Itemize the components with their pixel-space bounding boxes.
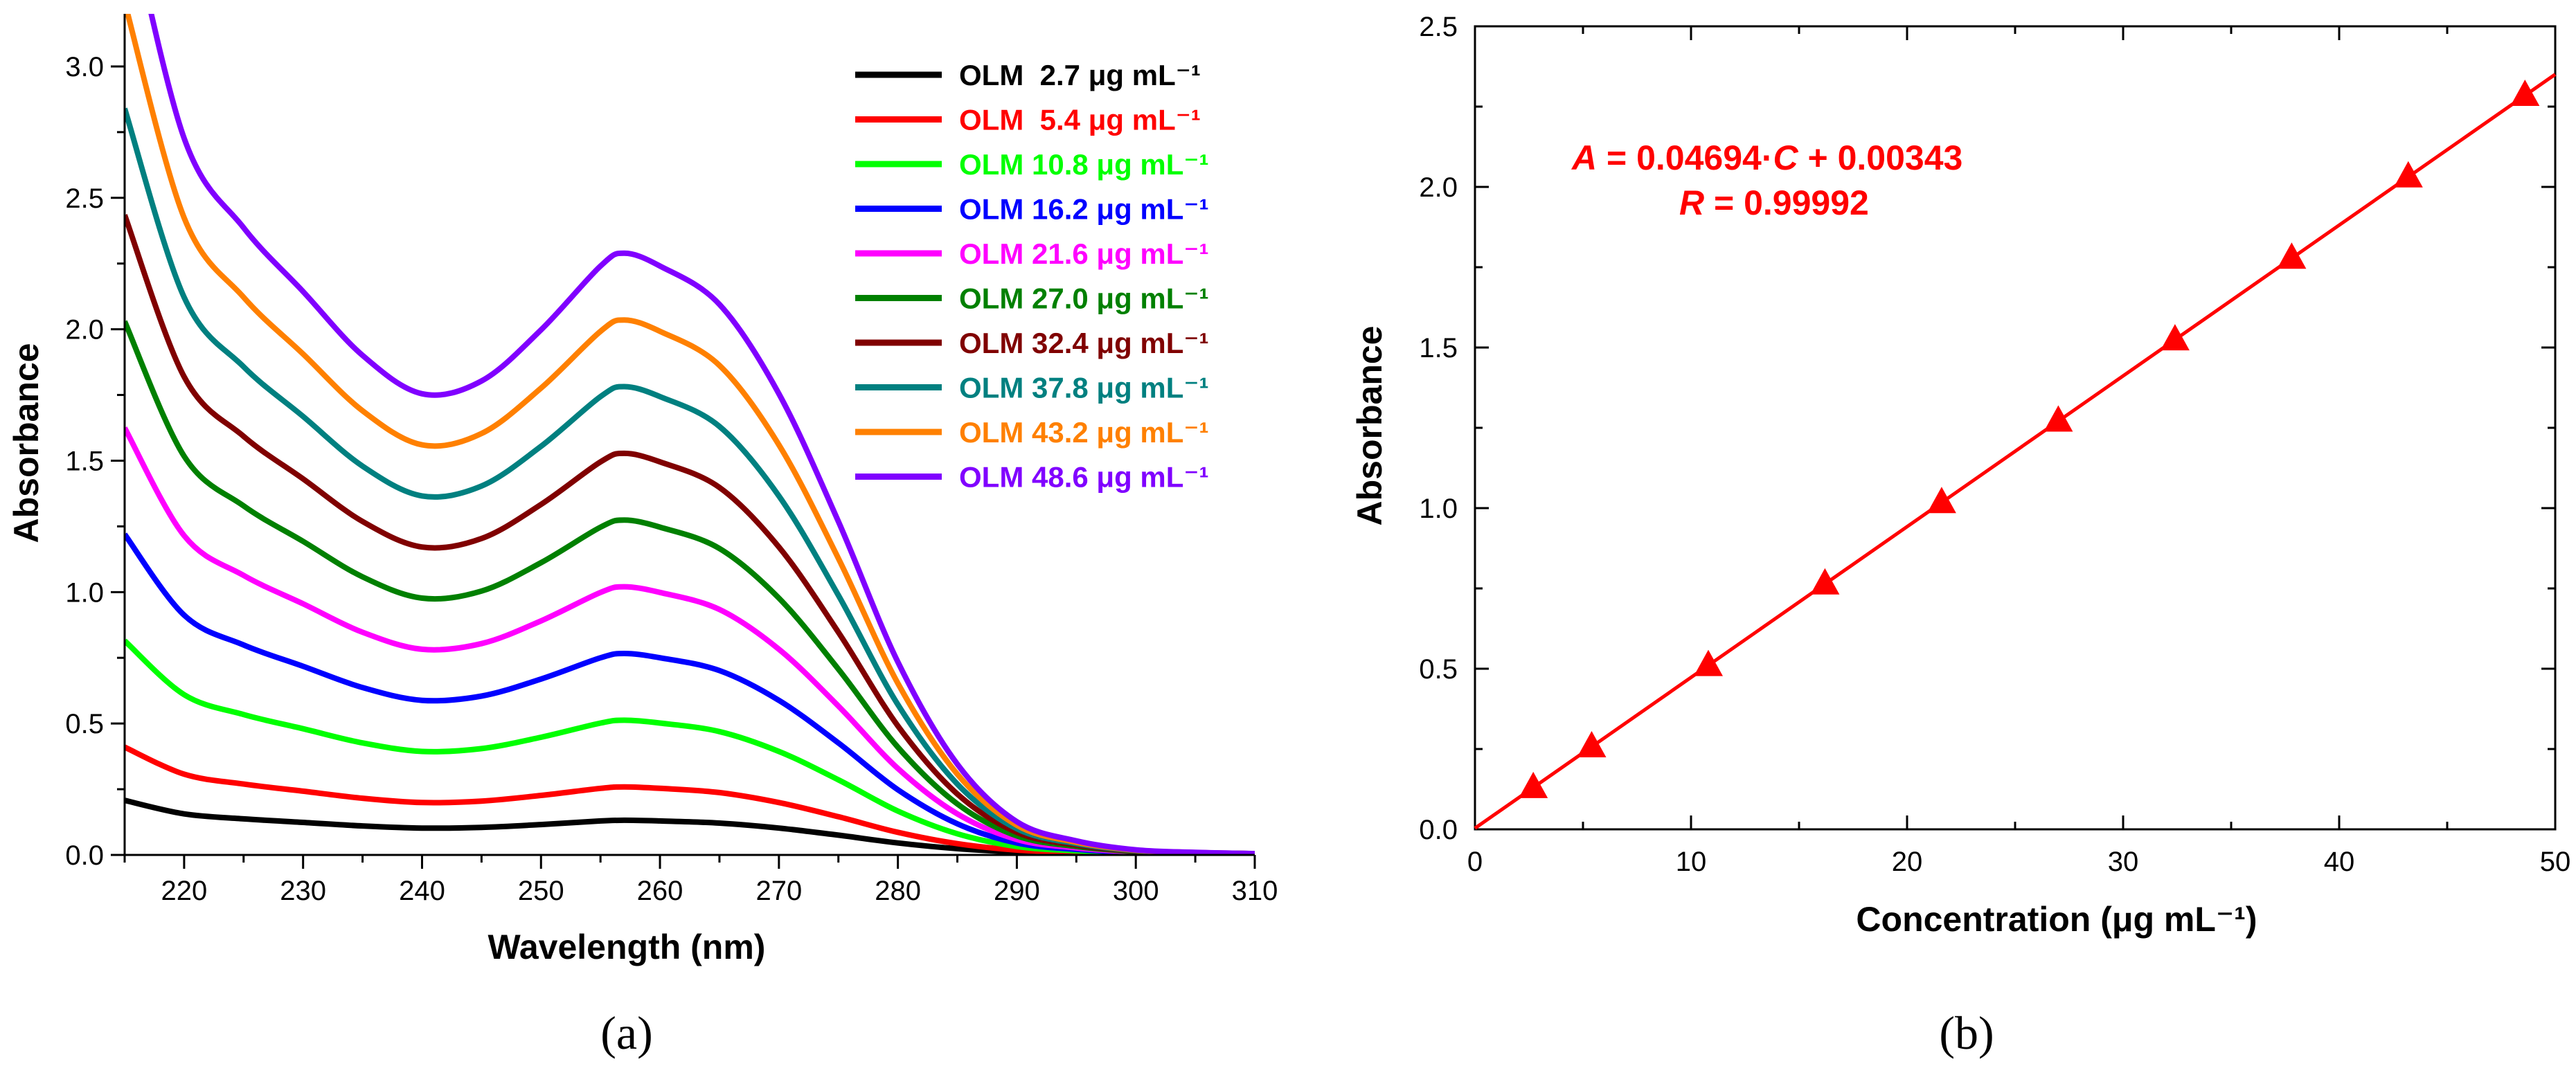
y-tick-label-0.5: 0.5	[65, 709, 104, 739]
b-x-tick-label-20: 20	[1892, 847, 1923, 877]
calibration-points	[1519, 80, 2540, 798]
panel-a-spectra-chart: 220 230 240 250 260 270 280 290 300 310 0.0 0.5 1.0 1…	[7, 14, 1278, 1059]
x-tick-label-300: 300	[1113, 876, 1159, 906]
r-value: = 0.99992	[1704, 183, 1869, 222]
calibration-fit-line	[1474, 73, 2557, 830]
data-point-5.4	[1577, 731, 1607, 757]
data-point-16.2	[1810, 568, 1840, 595]
data-point-10.8	[1694, 649, 1723, 676]
b-y-tick-label-1.0: 1.0	[1419, 494, 1458, 524]
data-point-48.6	[2510, 80, 2540, 106]
b-x-tick-label-30: 30	[2108, 847, 2139, 877]
legend-label-10.8: OLM 10.8 μg mL⁻¹	[959, 148, 1209, 181]
data-point-32.4	[2160, 324, 2190, 351]
spectra-lines	[125, 14, 1255, 855]
eq-c-symbol: C	[1773, 138, 1798, 177]
x-tick-label-230: 230	[280, 876, 326, 906]
correlation-coefficient: R = 0.99992	[1679, 183, 1869, 222]
legend-label-2.7: OLM 2.7 μg mL⁻¹	[959, 59, 1201, 91]
r-symbol: R	[1679, 183, 1704, 222]
y-tick-label-2.5: 2.5	[65, 183, 104, 214]
spectrum-line-48.6	[148, 14, 1255, 855]
regression-equation: A = 0.04694·C + 0.00343	[1571, 138, 1962, 177]
legend-label-43.2: OLM 43.2 μg mL⁻¹	[959, 416, 1209, 449]
y-tick-label-1.5: 1.5	[65, 446, 104, 476]
legend-label-48.6: OLM 48.6 μg mL⁻¹	[959, 461, 1209, 494]
legend-label-32.4: OLM 32.4 μg mL⁻¹	[959, 327, 1209, 359]
x-tick-label-240: 240	[399, 876, 445, 906]
panel-a-legend: OLM 2.7 μg mL⁻¹ OLM 5.4 μg mL⁻¹ OLM 10.8 μ…	[855, 59, 1209, 494]
x-tick-label-310: 310	[1232, 876, 1278, 906]
panel-b-calibration-chart: 0 10 20 30 40 50 0.0 0.5 1.0 1.5 2.0 2.5 A = 0.0469…	[1350, 12, 2570, 1059]
panel-a-x-axis-title: Wavelength (nm)	[488, 928, 766, 966]
b-y-tick-label-0.0: 0.0	[1419, 815, 1458, 845]
b-y-tick-label-2.5: 2.5	[1419, 12, 1458, 42]
x-tick-label-260: 260	[637, 876, 683, 906]
x-tick-label-290: 290	[994, 876, 1040, 906]
panel-a-ticks: 220 230 240 250 260 270 280 290 300 310 0.0 0.5 1.0 1…	[65, 52, 1278, 906]
eq-mid: = 0.04694·	[1597, 138, 1773, 177]
legend-label-16.2: OLM 16.2 μg mL⁻¹	[959, 193, 1209, 226]
fit-line	[1474, 73, 2557, 830]
data-point-27	[2043, 405, 2073, 432]
b-y-tick-label-1.5: 1.5	[1419, 333, 1458, 363]
y-tick-label-1.0: 1.0	[65, 577, 104, 608]
panel-a-y-axis-title: Absorbance	[7, 343, 46, 543]
legend-label-27: OLM 27.0 μg mL⁻¹	[959, 282, 1209, 315]
y-tick-label-3.0: 3.0	[65, 52, 104, 82]
y-tick-label-0.0: 0.0	[65, 840, 104, 871]
b-y-tick-label-2.0: 2.0	[1419, 172, 1458, 203]
x-tick-label-270: 270	[755, 876, 802, 906]
b-x-tick-label-0: 0	[1467, 847, 1483, 877]
eq-end: + 0.00343	[1798, 138, 1963, 177]
b-x-tick-label-10: 10	[1676, 847, 1707, 877]
panel-b-ticks: 0 10 20 30 40 50 0.0 0.5 1.0 1.5 2.0 2.5	[1419, 12, 2570, 877]
b-x-tick-label-50: 50	[2540, 847, 2571, 877]
panel-b-label: (b)	[1939, 1007, 1994, 1059]
b-x-tick-label-40: 40	[2324, 847, 2355, 877]
legend-label-5.4: OLM 5.4 μg mL⁻¹	[959, 104, 1201, 136]
b-y-tick-label-0.5: 0.5	[1419, 654, 1458, 685]
y-tick-label-2.0: 2.0	[65, 315, 104, 345]
panel-a-axes	[123, 14, 1255, 856]
x-tick-label-250: 250	[518, 876, 564, 906]
x-tick-label-220: 220	[161, 876, 208, 906]
eq-a-symbol: A	[1571, 138, 1597, 177]
data-point-2.7	[1519, 771, 1548, 798]
data-point-21.6	[1926, 487, 1956, 514]
legend-label-21.6: OLM 21.6 μg mL⁻¹	[959, 237, 1209, 270]
panel-b-y-axis-title: Absorbance	[1350, 326, 1389, 526]
panel-a-label: (a)	[600, 1007, 652, 1059]
legend-label-37.8: OLM 37.8 μg mL⁻¹	[959, 372, 1209, 404]
data-point-43.2	[2393, 161, 2423, 188]
x-tick-label-280: 280	[875, 876, 921, 906]
panel-b-x-axis-title: Concentration (μg mL⁻¹)	[1856, 900, 2257, 939]
data-point-37.8	[2277, 242, 2307, 269]
